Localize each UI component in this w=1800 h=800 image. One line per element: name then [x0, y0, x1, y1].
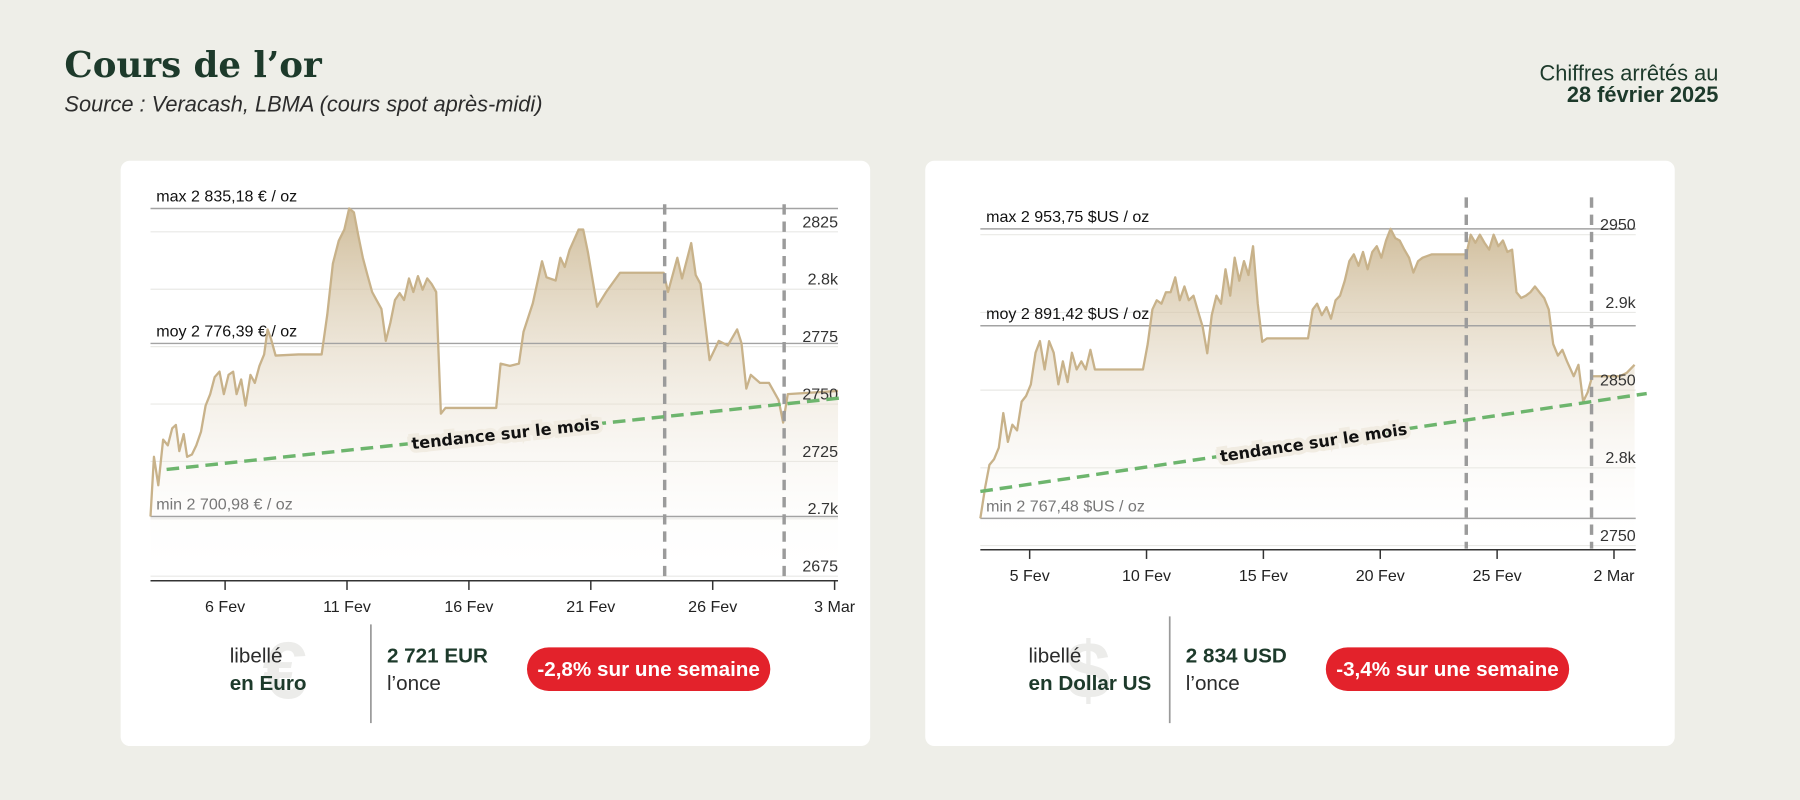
y-tick-label: 2675	[802, 558, 838, 576]
x-tick-label: 6 Fev	[205, 598, 245, 616]
x-tick-label: 26 Fev	[688, 598, 737, 616]
reference-label: moy 2 891,42 $US / oz	[986, 305, 1149, 323]
trend-line	[980, 391, 1647, 494]
price: 2 721 EUR	[387, 644, 488, 667]
y-tick-label: 2.9k	[1605, 294, 1636, 312]
change-badge	[526, 647, 771, 691]
y-tick-label: 2.7k	[808, 500, 839, 518]
price-unit: l’once	[387, 672, 441, 695]
y-tick-label: 2950	[1600, 216, 1636, 234]
trend-line	[166, 395, 845, 472]
charts: max 2 835,18 € / oz moy 2 776,39 € / oz mi…	[149, 188, 1647, 616]
y-tick-label: 2850	[1600, 372, 1636, 390]
x-tick-label: 3 Mar	[814, 598, 856, 616]
price: 2 834 USD	[1186, 644, 1287, 667]
x-tick-label: 11 Fev	[323, 598, 371, 616]
x-tick-label: 10 Fev	[1122, 567, 1171, 585]
panel-label: libellé	[1029, 644, 1082, 667]
reference-label: min 2 767,48 $US / oz	[986, 497, 1145, 515]
reference-label: min 2 700,98 € / oz	[156, 496, 293, 514]
page-title: Cours de l’or	[64, 45, 323, 86]
reference-label: moy 2 776,39 € / oz	[156, 323, 297, 341]
panel-label: libellé	[230, 644, 283, 667]
price-line	[149, 207, 839, 517]
date-label: Chiffres arrêtés au	[1539, 60, 1718, 85]
x-tick-label: 21 Fev	[566, 598, 615, 616]
panel-label-strong: en Dollar US	[1029, 672, 1152, 695]
x-tick-label: 25 Fev	[1473, 567, 1522, 585]
currency-symbol: $	[1066, 626, 1111, 716]
date: 28 février 2025	[1567, 82, 1719, 107]
x-tick-label: 15 Fev	[1239, 567, 1288, 585]
y-tick-label: 2.8k	[808, 271, 839, 289]
y-tick-label: 2.8k	[1605, 449, 1636, 467]
page-subtitle: Source : Veracash, LBMA (cours spot aprè…	[64, 91, 542, 116]
y-tick-label: 2775	[802, 328, 838, 346]
reference-label: max 2 953,75 $US / oz	[986, 208, 1149, 226]
y-tick-label: 2725	[802, 443, 838, 461]
x-tick-label: 16 Fev	[444, 598, 493, 616]
x-tick-label: 2 Mar	[1593, 567, 1635, 585]
price-unit: l’once	[1186, 672, 1240, 695]
change-badge	[1325, 647, 1570, 691]
x-tick-label: 5 Fev	[1010, 567, 1050, 585]
x-tick-label: 20 Fev	[1356, 567, 1405, 585]
price-line	[979, 227, 1636, 519]
change-text: -3,4% sur une semaine	[1336, 658, 1559, 681]
y-tick-label: 2750	[1600, 527, 1636, 545]
reference-label: max 2 835,18 € / oz	[156, 188, 297, 206]
y-tick-label: 2825	[802, 213, 838, 231]
change-text: -2,8% sur une semaine	[537, 658, 760, 681]
currency-symbol: €	[262, 626, 307, 716]
panel-label-strong: en Euro	[230, 672, 307, 695]
